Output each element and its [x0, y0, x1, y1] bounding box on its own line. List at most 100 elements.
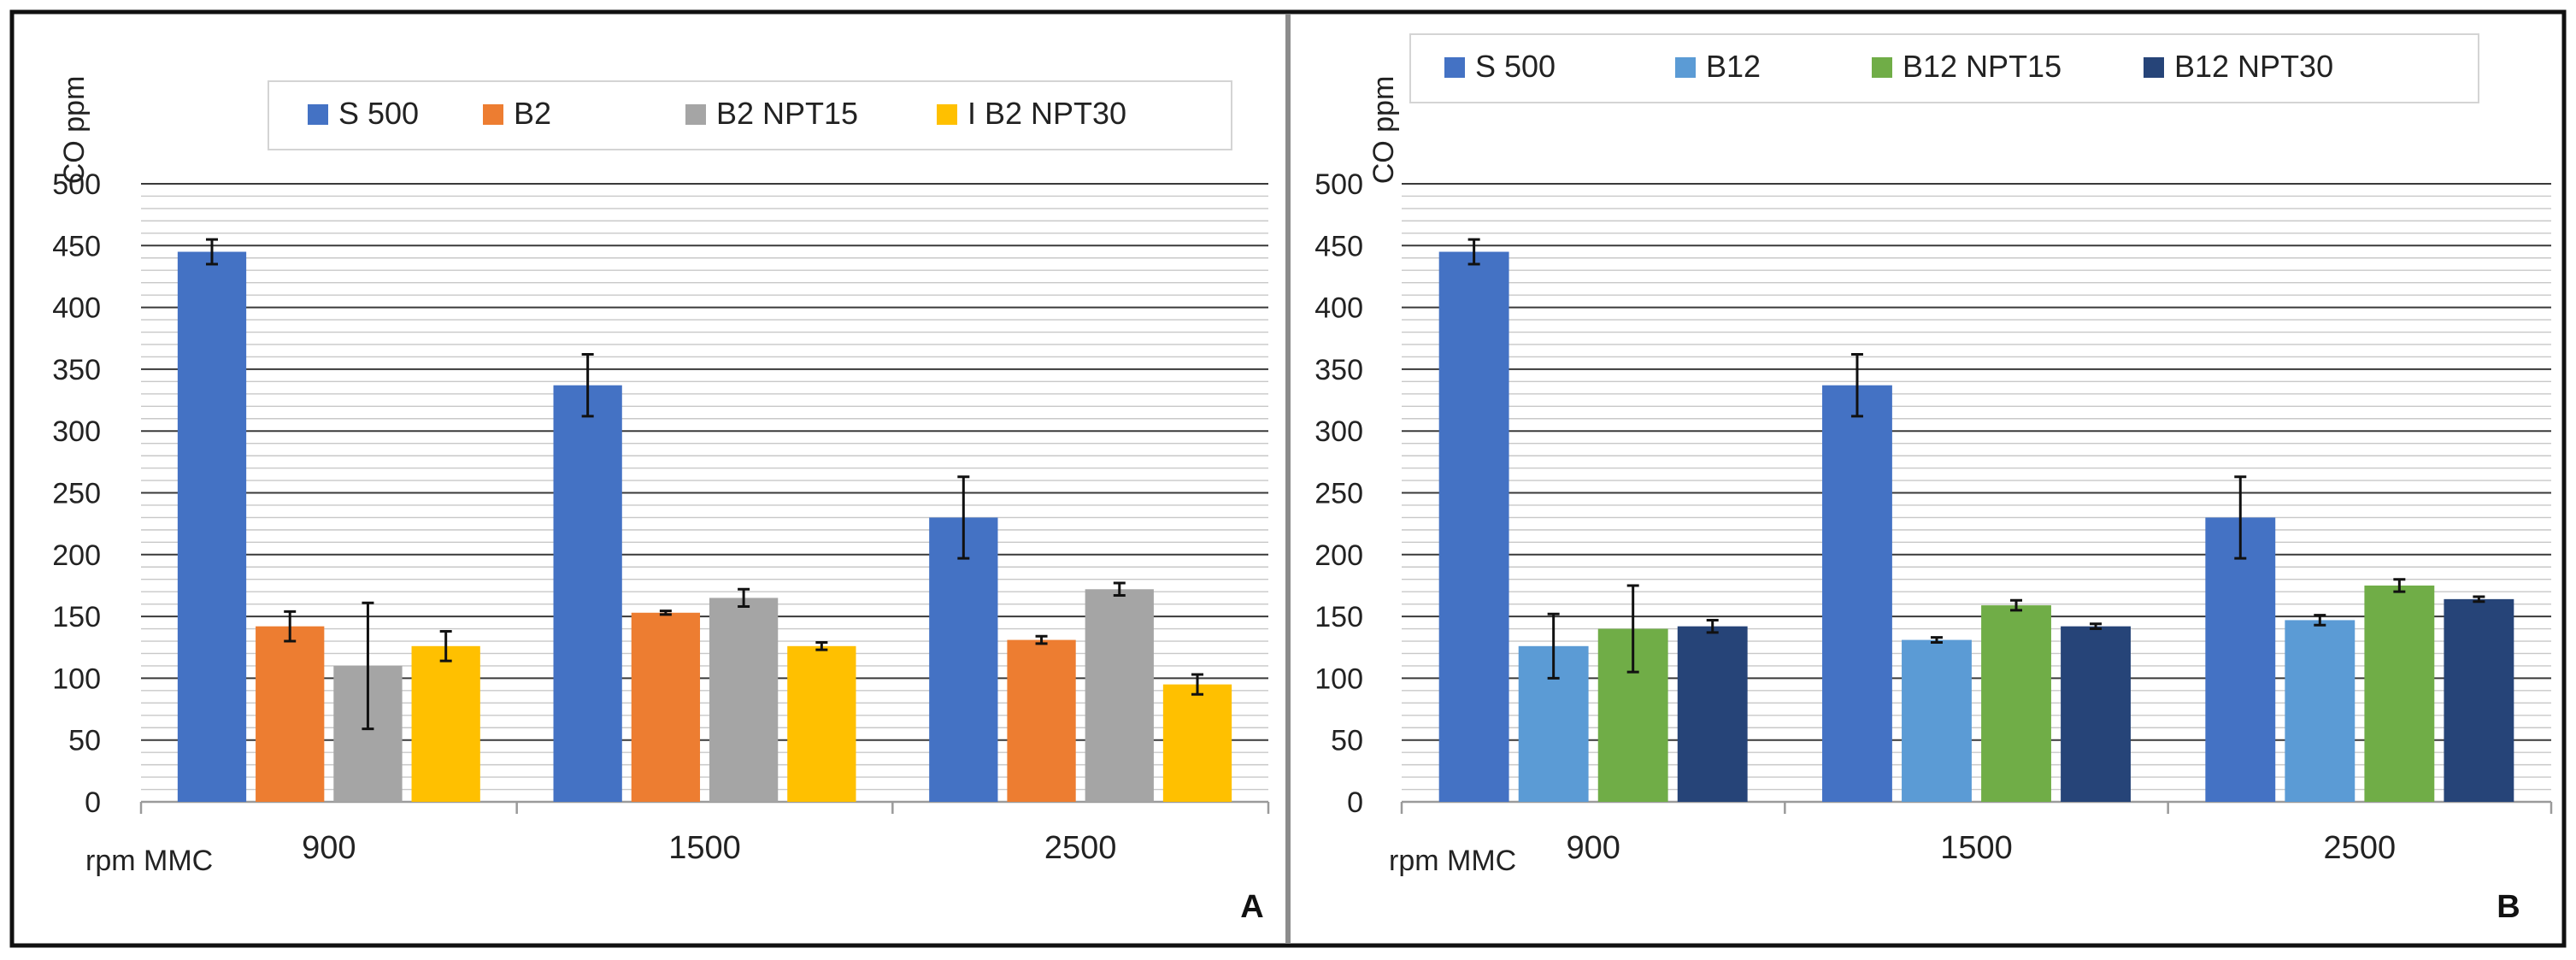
bar-b2-1500: [631, 612, 701, 802]
y-tick-label: 300: [1314, 415, 1363, 448]
error-bar-b12-npt30-2500: [2473, 595, 2485, 604]
legend-label-b2-npt15: B2 NPT15: [716, 96, 858, 131]
x-axis-title: rpm MMC: [85, 845, 213, 877]
bar-s-500-1500: [553, 385, 622, 802]
legend-label-b12-npt30: B12 NPT30: [2174, 49, 2333, 84]
panel-letter: A: [1240, 889, 1263, 925]
error-bar-i-b2-npt30-2500: [1191, 673, 1204, 696]
x-category-label: 2500: [2324, 830, 2397, 866]
y-tick-label: 50: [68, 725, 101, 757]
error-bar-s-500-2500: [2234, 475, 2247, 560]
bar-b12-npt30-900: [1677, 626, 1748, 802]
error-bar-b12-npt30-900: [1706, 618, 1719, 634]
error-bar-b12-1500: [1930, 636, 1943, 644]
x-category-label: 900: [1566, 830, 1620, 866]
y-tick-label: 200: [52, 539, 101, 572]
bar-b2-npt15-1500: [709, 598, 779, 802]
legend-label-i-b2-npt30: I B2 NPT30: [967, 96, 1126, 131]
y-tick-label: 500: [52, 168, 101, 201]
y-tick-label: 150: [1314, 601, 1363, 633]
y-tick-label: 500: [1314, 168, 1363, 201]
error-bar-i-b2-npt30-900: [439, 629, 452, 663]
bar-b2-900: [256, 626, 325, 802]
legend-label-s-500: S 500: [1475, 49, 1556, 84]
y-tick-label: 250: [52, 478, 101, 510]
error-bar-b12-npt15-2500: [2393, 578, 2406, 593]
error-bar-b2-npt15-1500: [738, 587, 750, 609]
legend-label-b12: B12: [1706, 49, 1761, 84]
error-bar-b12-900: [1547, 612, 1560, 680]
y-tick-label: 300: [52, 415, 101, 448]
y-tick-label: 250: [1314, 478, 1363, 510]
error-bar-b12-2500: [2314, 614, 2326, 627]
legend-box: [268, 80, 1232, 150]
figure-border: [9, 9, 2567, 948]
bar-i-b2-npt30-2500: [1162, 684, 1232, 802]
bar-s-500-2500: [2205, 517, 2276, 802]
x-category-label: 2500: [1044, 830, 1117, 866]
legend-swatch-b12: [1675, 57, 1696, 78]
error-bar-b2-900: [284, 610, 297, 643]
y-tick-label: 450: [52, 230, 101, 262]
bar-s-500-2500: [929, 517, 998, 802]
legend-swatch-b12-npt30: [2144, 57, 2164, 78]
chart-panel-a: 0 50 100 150 200 250 300 350 400 450 500 900 1500 250…: [52, 76, 1270, 925]
bar-b2-2500: [1007, 639, 1076, 802]
error-bar-b12-npt15-900: [1626, 584, 1639, 674]
bar-s-500-900: [1438, 251, 1509, 802]
bar-b12-2500: [2285, 620, 2355, 802]
bar-b2-npt15-2500: [1085, 589, 1154, 802]
bar-s-500-1500: [1822, 385, 1892, 802]
error-bar-b2-npt15-900: [362, 601, 374, 731]
bar-i-b2-npt30-900: [411, 645, 480, 802]
error-bar-s-500-1500: [581, 353, 594, 418]
legend-label-s-500: S 500: [338, 96, 419, 131]
legend-swatch-s-500: [308, 104, 328, 125]
x-category-label: 1500: [1940, 830, 2013, 866]
bar-s-500-900: [177, 251, 247, 802]
y-tick-label: 350: [1314, 354, 1363, 386]
legend-swatch-i-b2-npt30: [937, 104, 957, 125]
bar-i-b2-npt30-1500: [787, 645, 856, 802]
x-category-label: 900: [302, 830, 356, 866]
y-tick-label: 0: [85, 786, 101, 819]
bar-b12-npt15-1500: [1981, 605, 2051, 802]
y-tick-label: 150: [52, 601, 101, 633]
legend-swatch-b2-npt15: [685, 104, 706, 125]
legend-swatch-b12-npt15: [1872, 57, 1892, 78]
y-axis-title: CO ppm: [1367, 76, 1400, 185]
legend-label-b12-npt15: B12 NPT15: [1903, 49, 2061, 84]
y-tick-label: 100: [52, 663, 101, 695]
x-axis-title: rpm MMC: [1389, 845, 1516, 877]
bar-b12-npt15-2500: [2364, 585, 2435, 802]
bar-b12-npt30-1500: [2061, 626, 2131, 802]
y-tick-label: 350: [52, 354, 101, 386]
error-bar-s-500-900: [1467, 238, 1480, 266]
y-tick-label: 50: [1331, 725, 1363, 757]
legend-box: [1409, 33, 2479, 103]
error-bar-s-500-2500: [957, 475, 970, 560]
error-bar-i-b2-npt30-1500: [815, 640, 828, 651]
y-tick-label: 100: [1314, 663, 1363, 695]
bar-b12-1500: [1902, 639, 1972, 802]
y-tick-label: 400: [1314, 292, 1363, 325]
legend-swatch-b2: [483, 104, 503, 125]
legend-label-b2: B2: [514, 96, 551, 131]
y-tick-label: 0: [1347, 786, 1363, 819]
error-bar-b2-npt15-2500: [1113, 581, 1126, 598]
bar-b12-npt30-2500: [2444, 598, 2514, 802]
panel-letter: B: [2497, 889, 2520, 925]
y-tick-label: 400: [52, 292, 101, 325]
error-bar-s-500-900: [205, 238, 218, 266]
x-category-label: 1500: [668, 830, 741, 866]
error-bar-b12-npt30-1500: [2090, 622, 2103, 631]
error-bar-b12-npt15-1500: [2010, 598, 2023, 612]
error-bar-b2-1500: [659, 610, 672, 616]
y-tick-label: 200: [1314, 539, 1363, 572]
chart-panel-b: 0 50 100 150 200 250 300 350 400 450 500 900 1500 250…: [1314, 33, 2553, 925]
legend-swatch-s-500: [1444, 57, 1465, 78]
error-bar-b2-2500: [1035, 634, 1048, 645]
y-tick-label: 450: [1314, 230, 1363, 262]
y-axis-title: CO ppm: [58, 76, 91, 185]
